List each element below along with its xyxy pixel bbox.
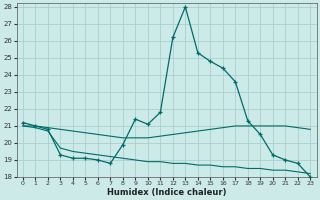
X-axis label: Humidex (Indice chaleur): Humidex (Indice chaleur)	[107, 188, 226, 197]
